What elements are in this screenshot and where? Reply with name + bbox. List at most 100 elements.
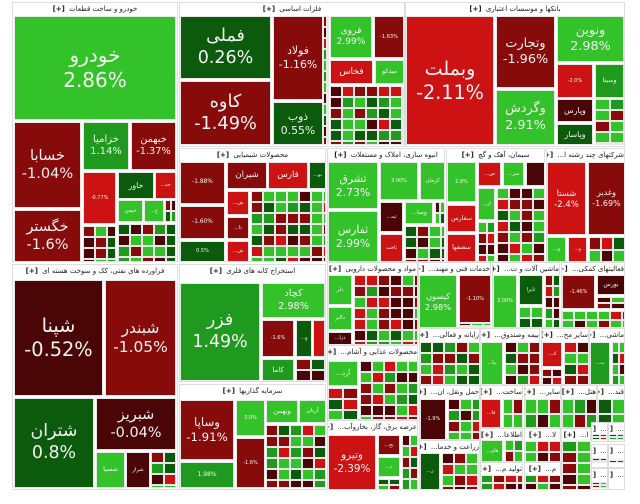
mosaic-cell[interactable] [429,237,441,248]
stock-tile[interactable]: شبریز -0.04% [96,398,176,450]
mosaic-cell[interactable] [390,286,402,297]
mosaic-cell[interactable] [562,485,577,490]
stock-tile[interactable]: ثاخت [380,234,403,262]
mosaic-cell[interactable] [166,257,176,262]
mosaic-cell[interactable] [342,141,354,145]
stock-tile[interactable]: بو... [309,162,326,189]
mosaic-cell[interactable] [564,342,577,353]
mosaic-cell[interactable] [290,425,302,436]
mosaic-cell[interactable] [410,479,418,490]
mosaic-cell[interactable] [151,452,164,463]
mosaic-cell[interactable] [497,232,509,243]
mosaic-cell[interactable] [323,137,327,145]
stock-tile[interactable]: دزا... [328,332,352,345]
mosaic-cell[interactable] [266,458,278,469]
mosaic-cell[interactable] [366,308,378,319]
mosaic-cell[interactable] [389,484,400,490]
stock-tile[interactable]: شراز [126,452,150,488]
mosaic-cell[interactable] [327,82,329,93]
mosaic-cell[interactable] [562,311,574,320]
mosaic-cell[interactable] [519,307,531,318]
mosaic-cell[interactable] [486,233,495,244]
mosaic-cell[interactable] [592,437,600,440]
mosaic-cell[interactable] [95,248,107,259]
mosaic-cell[interactable] [514,451,523,462]
mosaic-cell[interactable] [323,202,326,213]
mosaic-cell[interactable] [576,353,589,364]
mosaic-cell[interactable] [612,353,619,364]
stock-tile[interactable]: ثبه... [380,202,403,232]
mosaic-cell[interactable] [118,235,130,246]
mosaic-cell[interactable] [531,307,543,318]
mosaic-cell[interactable] [327,137,329,145]
mosaic-cell[interactable] [130,235,142,246]
mosaic-cell[interactable] [405,259,417,262]
mosaic-cell[interactable] [372,361,384,372]
mosaic-cell[interactable] [366,97,378,108]
mosaic-cell[interactable] [275,257,287,262]
stock-tile[interactable]: سصفها [447,234,476,262]
stock-tile[interactable]: وغدیر -1.69% [588,162,625,235]
mosaic-cell[interactable] [328,388,343,399]
mosaic-cell[interactable] [402,446,410,457]
mosaic-cell[interactable] [456,364,468,375]
mosaic-cell[interactable] [599,482,607,485]
mosaic-cell[interactable] [441,259,445,262]
mosaic-cell[interactable] [410,468,418,479]
stock-tile[interactable]: 1.98% [180,462,234,488]
mosaic-cell[interactable] [586,319,598,328]
mosaic-cell[interactable] [432,364,444,375]
mosaic-cell[interactable] [509,254,521,262]
mosaic-cell[interactable] [402,330,414,341]
stock-tile[interactable]: 3.00% [493,275,517,328]
mosaic-cell[interactable] [118,246,130,257]
mosaic-cell[interactable] [302,425,314,436]
mosaic-cell[interactable] [497,199,509,210]
mosaic-cell[interactable] [302,436,314,447]
mosaic-cell[interactable] [533,188,545,199]
stock-tile[interactable]: کچاد 2.98% [262,283,325,318]
mosaic-cell[interactable] [299,202,311,213]
mosaic-cell[interactable] [354,86,366,97]
mosaic-cell[interactable] [263,202,275,213]
mosaic-cell[interactable] [327,126,329,137]
mosaic-cell[interactable] [564,375,577,385]
mosaic-cell[interactable] [251,224,263,235]
mosaic-cell[interactable] [151,463,164,474]
stock-tile[interactable]: شبندر -1.05% [105,280,176,396]
mosaic-cell[interactable] [130,246,142,257]
mosaic-cell[interactable] [327,71,329,82]
mosaic-cell[interactable] [616,437,624,440]
mosaic-cell[interactable] [497,243,509,254]
mosaic-cell[interactable] [417,237,429,248]
mosaic-cell[interactable] [441,248,445,259]
mosaic-cell[interactable] [417,259,429,262]
expand-button[interactable]: [+] [525,388,536,396]
mosaic-cell[interactable] [360,416,372,420]
mosaic-cell[interactable] [360,405,372,416]
mosaic-cell[interactable] [323,213,326,224]
mosaic-cell[interactable] [612,375,619,385]
mosaic-cell[interactable] [598,319,610,328]
mosaic-cell[interactable] [251,191,263,202]
mosaic-cell[interactable] [366,330,378,341]
mosaic-cell[interactable] [107,248,116,259]
mosaic-cell[interactable] [342,97,354,108]
mosaic-cell[interactable] [613,249,625,262]
stock-tile[interactable]: خ... [144,200,164,222]
mosaic-cell[interactable] [330,130,342,141]
mosaic-cell[interactable] [263,213,275,224]
mosaic-cell[interactable] [142,235,154,246]
stock-tile[interactable]: خبهمن -1.37% [131,122,176,170]
mosaic-cell[interactable] [384,405,396,416]
mosaic-cell[interactable] [505,375,517,385]
expand-button[interactable]: [+] [262,5,276,13]
stock-tile[interactable]: -1.6% [262,320,294,357]
mosaic-cell[interactable] [444,375,456,385]
expand-button[interactable]: [+] [328,348,337,356]
mosaic-cell[interactable] [328,399,343,410]
mosaic-cell[interactable] [163,485,176,488]
mosaic-cell[interactable] [595,132,610,143]
mosaic-cell[interactable] [505,475,517,483]
sector-header[interactable]: ... [+] [609,423,624,436]
